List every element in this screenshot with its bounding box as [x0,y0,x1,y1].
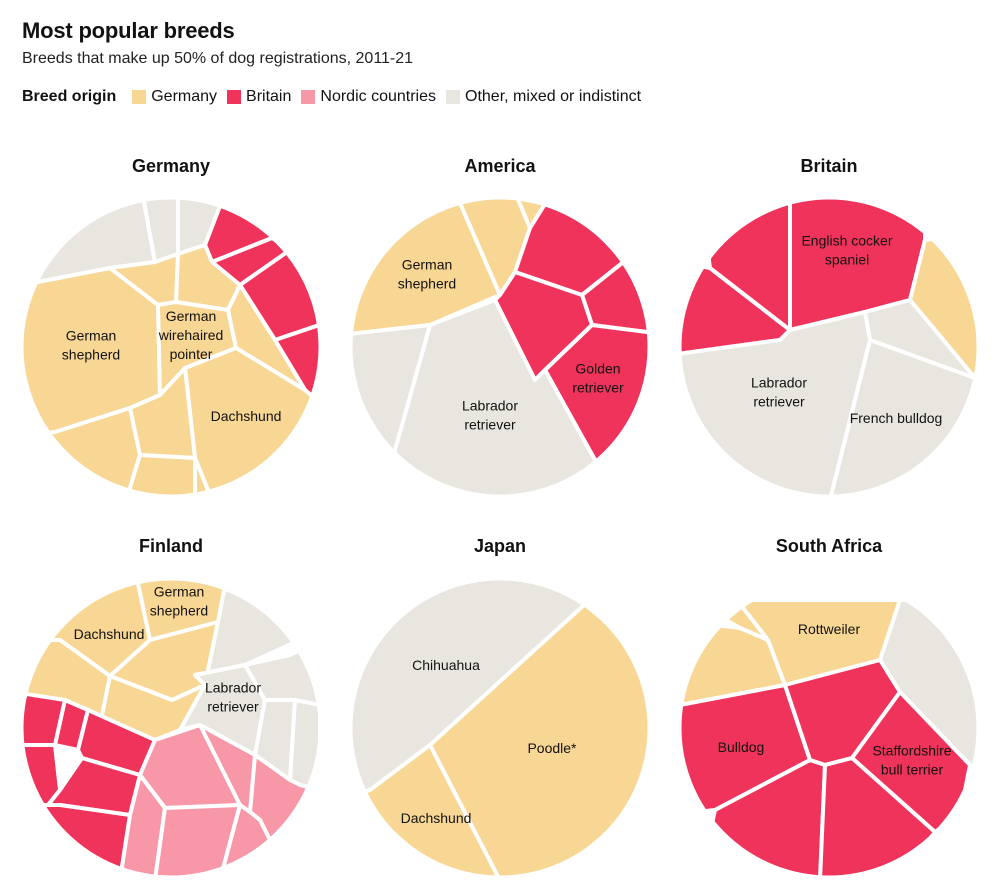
cell-label: Labrador retriever [751,375,807,410]
cell-label: Dachshund [211,408,282,424]
panel-title: Finland [139,536,203,556]
cell-label: Labrador retriever [462,398,518,433]
panel-finland: Finland Dachshund German shepherd Labrador re… [22,536,320,877]
cell-label: German wirehaired pointer [158,308,224,362]
cell-label: English cocker spaniel [801,233,892,268]
cell-unlabeled-germany [226,283,307,392]
panel-title: Germany [132,156,210,176]
circle-outline [22,198,320,496]
legend: Breed origin Germany Britain Nordic coun… [22,88,651,106]
cells [352,580,648,876]
cell-unlabeled-other [288,698,319,792]
panel-title: Japan [474,536,526,556]
legend-swatch-other [446,90,460,104]
cell-label: German shepherd [398,257,456,292]
cell-label: Rottweiler [798,621,861,637]
legend-label-germany: Germany [151,88,218,105]
legend-swatch-germany [132,90,147,104]
cell-unlabeled-germany [908,228,977,382]
cell-label: Labrador retriever [205,680,261,715]
cell-label: French bulldog [850,410,943,426]
chart-title: Most popular breeds [22,18,235,43]
panel-south-africa: South Africa Rottweiler Bulldog Staffordshi… [680,536,978,877]
legend-label-nordic: Nordic countries [320,88,436,105]
legend-item-britain: Britain [227,88,291,106]
cell-label: Chihuahua [412,657,480,673]
cell-unlabeled-nordic [153,803,242,876]
cell-unlabeled-britain [23,803,132,876]
panel-germany: Germany German shepherd German wirehaired poi… [22,156,320,496]
panel-title: Britain [800,156,857,176]
panel-title: South Africa [776,536,883,556]
panel-america: America German shepherd Golden retriever Labr… [351,156,649,496]
circle-outline [351,579,649,877]
chart-subtitle: Breeds that make up 50% of dog registrat… [22,50,414,67]
circle-outline [351,198,649,496]
cells [352,199,648,495]
cell-unlabeled-germany [128,366,197,460]
circle-outline [22,579,320,877]
legend-swatch-britain [227,90,242,104]
legend-item-germany: Germany [132,88,217,106]
panel-title: America [464,156,536,176]
cell-label: Bulldog [718,739,765,755]
legend-item-other: Other, mixed or indistinct [446,88,641,106]
legend-item-nordic: Nordic countries [301,88,436,106]
cell-label: Staffordshire bull terrier [872,743,951,778]
cell-unlabeled-britain [23,743,62,807]
cell-label: German shepherd [150,584,208,619]
cell-label: German shepherd [62,328,120,363]
panel-japan: Japan Chihuahua Poodle* Dachshund [351,536,649,877]
cell-label: Golden retriever [572,361,624,396]
legend-label-other: Other, mixed or indistinct [465,88,642,105]
cell-unlabeled-germany [193,456,222,495]
panel-britain: Britain English cocker spaniel Labrador retr… [680,156,978,496]
cell-label: Poodle* [527,740,577,756]
legend-swatch-nordic [301,90,316,104]
circle-outline [680,579,978,877]
legend-title: Breed origin [22,88,117,105]
circle-outline [680,198,978,496]
cell-unlabeled-germany [118,453,197,495]
legend-label-britain: Britain [246,88,292,105]
cell-label: Dachshund [401,810,472,826]
cell-label: Dachshund [74,626,145,642]
